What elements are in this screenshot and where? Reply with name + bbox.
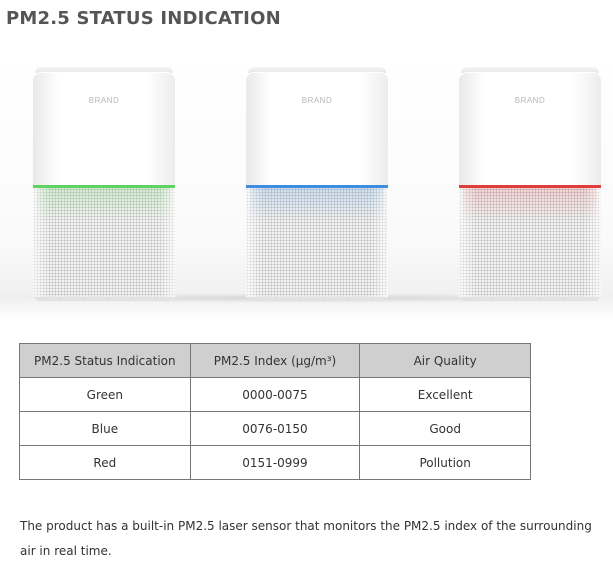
purifier-base [35, 297, 173, 301]
cell-status: Blue [19, 411, 191, 446]
status-light-green [33, 185, 175, 188]
table-row: Red 0151-0999 Pollution [19, 445, 531, 480]
status-light-red [459, 185, 601, 188]
table-row: Blue 0076-0150 Good [19, 411, 531, 446]
cell-index: 0000-0075 [189, 377, 361, 412]
purifier-base [461, 297, 599, 301]
table-row: Green 0000-0075 Excellent [19, 377, 531, 412]
purifier-body [33, 72, 175, 185]
table-header-row: PM2.5 Status Indication PM2.5 Index (μg/… [19, 343, 531, 378]
purifier-body [246, 72, 388, 185]
header-air-quality: Air Quality [359, 343, 531, 378]
purifier-cap [248, 67, 386, 73]
cell-quality: Pollution [359, 445, 531, 480]
purifier-base [248, 297, 386, 301]
cell-status: Green [19, 377, 191, 412]
cell-index: 0151-0999 [189, 445, 361, 480]
description-text: The product has a built-in PM2.5 laser s… [20, 519, 592, 558]
brand-label: BRAND [88, 96, 120, 105]
page-title: PM2.5 STATUS INDICATION [6, 8, 281, 29]
grille-shading [246, 188, 388, 298]
grille-shading [459, 188, 601, 298]
cell-status: Red [19, 445, 191, 480]
cell-quality: Excellent [359, 377, 531, 412]
purifier-body [459, 72, 601, 185]
status-light-blue [246, 185, 388, 188]
cell-quality: Good [359, 411, 531, 446]
pm25-status-table: PM2.5 Status Indication PM2.5 Index (μg/… [19, 343, 531, 480]
purifier-green: BRAND [33, 67, 175, 303]
purifier-blue: BRAND [246, 67, 388, 303]
header-pm25-index: PM2.5 Index (μg/m³) [189, 343, 361, 378]
purifier-cap [35, 67, 173, 73]
grille-shading [33, 188, 175, 298]
header-status-indication: PM2.5 Status Indication [19, 343, 191, 378]
purifier-red: BRAND [459, 67, 601, 303]
brand-label: BRAND [301, 96, 333, 105]
cell-index: 0076-0150 [189, 411, 361, 446]
purifier-cap [461, 67, 599, 73]
brand-label: BRAND [514, 96, 546, 105]
